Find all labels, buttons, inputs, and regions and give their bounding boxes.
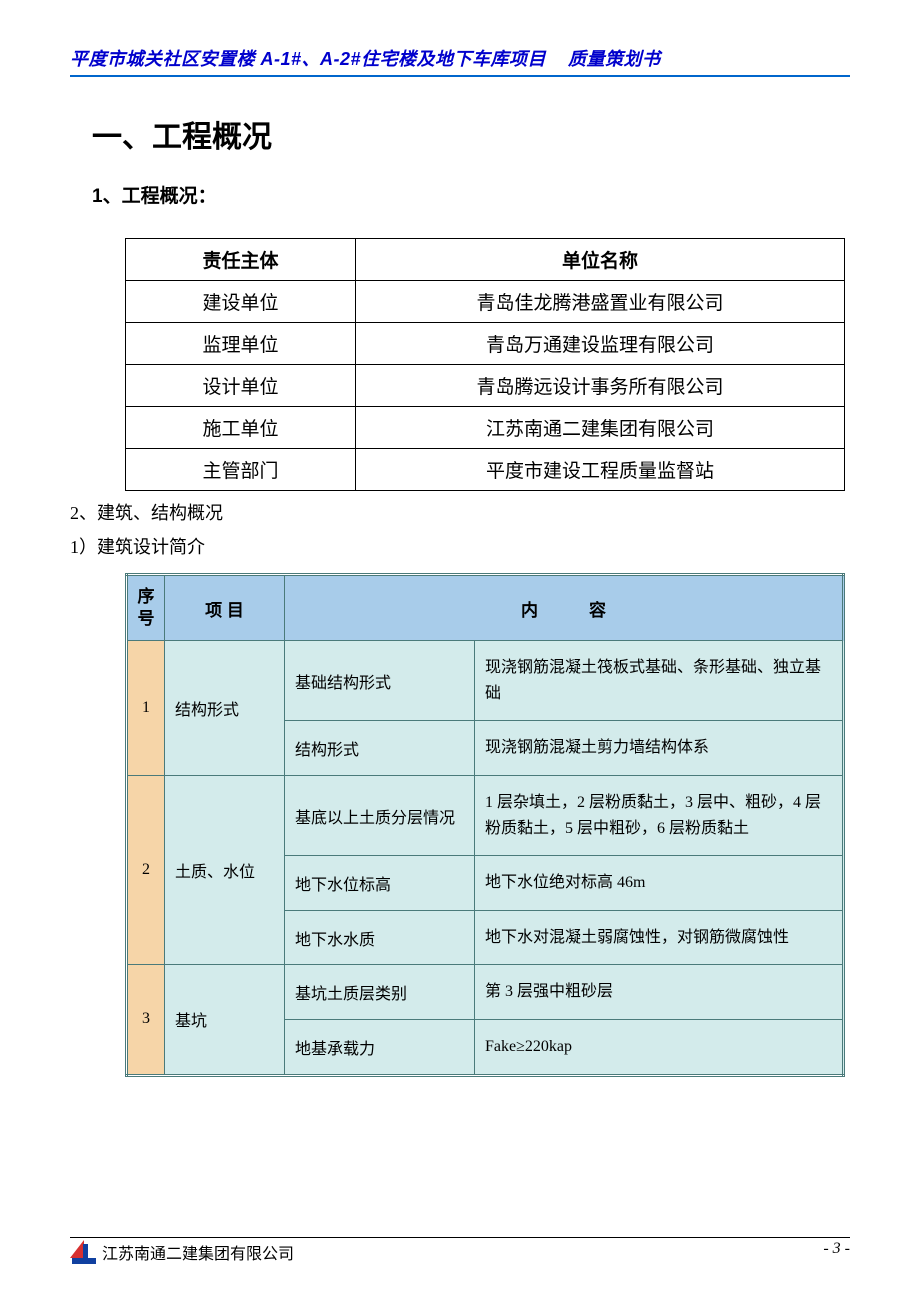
content-cell: 现浇钢筋混凝土筏板式基础、条形基础、独立基础 xyxy=(475,641,844,721)
subsection-title: 1、工程概况： xyxy=(92,181,850,208)
content-cell: 地下水位绝对标高 46m xyxy=(475,856,844,911)
table-cell: 主管部门 xyxy=(126,449,356,491)
table-cell: 建设单位 xyxy=(126,281,356,323)
project-cell: 结构形式 xyxy=(165,641,285,776)
page-header: 平度市城关社区安置楼 A-1#、A-2#住宅楼及地下车库项目 质量策划书 xyxy=(70,45,850,77)
responsibility-table: 责任主体 单位名称 建设单位青岛佳龙腾港盛置业有限公司监理单位青岛万通建设监理有… xyxy=(125,238,845,491)
table-cell: 江苏南通二建集团有限公司 xyxy=(356,407,845,449)
subkey-cell: 基底以上土质分层情况 xyxy=(285,775,475,855)
t1-header-subject: 责任主体 xyxy=(126,239,356,281)
table-cell: 青岛腾远设计事务所有限公司 xyxy=(356,365,845,407)
sub-line-2: 2、建筑、结构概况 xyxy=(70,499,850,525)
table-cell: 平度市建设工程质量监督站 xyxy=(356,449,845,491)
seq-cell: 3 xyxy=(127,965,165,1075)
content-cell: 第 3 层强中粗砂层 xyxy=(475,965,844,1020)
content-cell: 地下水对混凝土弱腐蚀性，对钢筋微腐蚀性 xyxy=(475,910,844,965)
company-logo-icon xyxy=(70,1240,98,1264)
t2-header-proj: 项 目 xyxy=(165,575,285,641)
seq-cell: 1 xyxy=(127,641,165,776)
project-cell: 基坑 xyxy=(165,965,285,1075)
seq-cell: 2 xyxy=(127,775,165,964)
subkey-cell: 基坑土质层类别 xyxy=(285,965,475,1020)
subkey-cell: 基础结构形式 xyxy=(285,641,475,721)
table-cell: 监理单位 xyxy=(126,323,356,365)
t2-header-content: 内 容 xyxy=(285,575,844,641)
footer-company: 江苏南通二建集团有限公司 xyxy=(102,1240,294,1264)
project-cell: 土质、水位 xyxy=(165,775,285,964)
content-cell: 现浇钢筋混凝土剪力墙结构体系 xyxy=(475,721,844,776)
subkey-cell: 地下水位标高 xyxy=(285,856,475,911)
header-doctype: 质量策划书 xyxy=(568,49,661,69)
t1-header-org: 单位名称 xyxy=(356,239,845,281)
table-cell: 青岛佳龙腾港盛置业有限公司 xyxy=(356,281,845,323)
table-cell: 设计单位 xyxy=(126,365,356,407)
content-cell: Fake≥220kap xyxy=(475,1019,844,1075)
subkey-cell: 地下水水质 xyxy=(285,910,475,965)
content-cell: 1 层杂填土，2 层粉质黏土，3 层中、粗砂，4 层粉质黏土，5 层中粗砂，6 … xyxy=(475,775,844,855)
sub-line-2-1: 1）建筑设计简介 xyxy=(70,533,850,559)
design-summary-table: 序号 项 目 内 容 1结构形式基础结构形式现浇钢筋混凝土筏板式基础、条形基础、… xyxy=(125,573,845,1077)
section-title: 一、工程概况 xyxy=(92,112,850,156)
t2-header-seq: 序号 xyxy=(127,575,165,641)
subkey-cell: 结构形式 xyxy=(285,721,475,776)
footer-page-number: - 3 - xyxy=(823,1240,850,1258)
page-footer: 江苏南通二建集团有限公司 - 3 - xyxy=(70,1237,850,1264)
subkey-cell: 地基承载力 xyxy=(285,1019,475,1075)
table-cell: 施工单位 xyxy=(126,407,356,449)
header-project: 平度市城关社区安置楼 A-1#、A-2#住宅楼及地下车库项目 xyxy=(70,49,546,69)
table-cell: 青岛万通建设监理有限公司 xyxy=(356,323,845,365)
